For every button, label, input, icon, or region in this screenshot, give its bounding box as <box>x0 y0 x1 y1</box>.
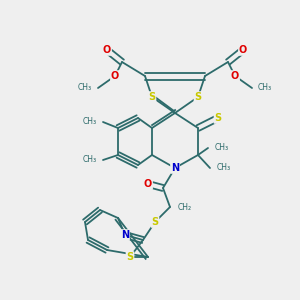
Text: S: S <box>214 113 222 123</box>
Text: O: O <box>239 45 247 55</box>
Text: CH₃: CH₃ <box>83 118 97 127</box>
Text: CH₃: CH₃ <box>78 83 92 92</box>
Text: S: S <box>148 92 156 102</box>
Text: S: S <box>152 217 159 227</box>
Text: CH₃: CH₃ <box>215 143 229 152</box>
Text: O: O <box>231 71 239 81</box>
Text: N: N <box>121 230 129 240</box>
Text: O: O <box>111 71 119 81</box>
Text: CH₃: CH₃ <box>258 83 272 92</box>
Text: CH₂: CH₂ <box>178 202 192 211</box>
Text: O: O <box>103 45 111 55</box>
Text: CH₃: CH₃ <box>217 164 231 172</box>
Text: N: N <box>171 163 179 173</box>
Text: O: O <box>144 179 152 189</box>
Text: S: S <box>194 92 202 102</box>
Text: CH₃: CH₃ <box>83 155 97 164</box>
Text: S: S <box>126 252 134 262</box>
